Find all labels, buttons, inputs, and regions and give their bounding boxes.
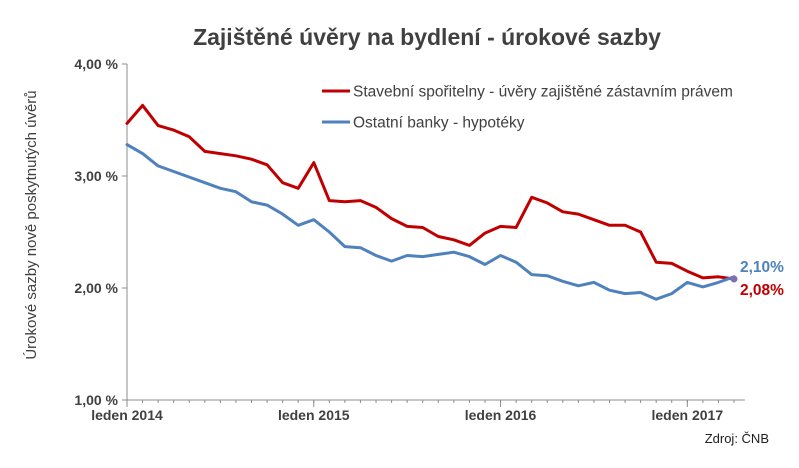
y-axis-label: Úrokové sazby nově poskytnutých úvěrů — [23, 90, 40, 359]
y-tick-label: 4,00 % — [74, 56, 118, 72]
y-tick-label: 1,00 % — [74, 392, 118, 408]
x-tick-label: leden 2015 — [278, 407, 350, 423]
end-point-marker — [730, 275, 738, 283]
chart-title: Zajištěné úvěry na bydlení - úrokové saz… — [193, 24, 661, 50]
x-tick-label: leden 2016 — [465, 407, 537, 423]
source-note: Zdroj: ČNB — [705, 431, 769, 446]
y-tick-label: 2,00 % — [74, 280, 118, 296]
y-tick-label: 3,00 % — [74, 168, 118, 184]
series-lines — [125, 103, 738, 301]
legend: Stavební spořitelny - úvěry zajištěné zá… — [322, 84, 733, 132]
series-line-1 — [125, 103, 736, 281]
x-tick-label: leden 2014 — [91, 407, 163, 423]
x-tick-label: leden 2017 — [652, 407, 724, 423]
legend-label-1: Stavební spořitelny - úvěry zajištěné zá… — [353, 84, 733, 101]
series-line-2 — [125, 143, 736, 301]
end-value-label-1: 2,08% — [740, 282, 784, 299]
axes: 1,00 % 2,00 % 3,00 % 4,00 % leden 2014 leden … — [74, 56, 745, 423]
end-value-label-2: 2,10% — [740, 259, 784, 276]
end-labels: 2,08% 2,10% — [740, 259, 784, 299]
legend-label-2: Ostatní banky - hypotéky — [353, 115, 525, 132]
